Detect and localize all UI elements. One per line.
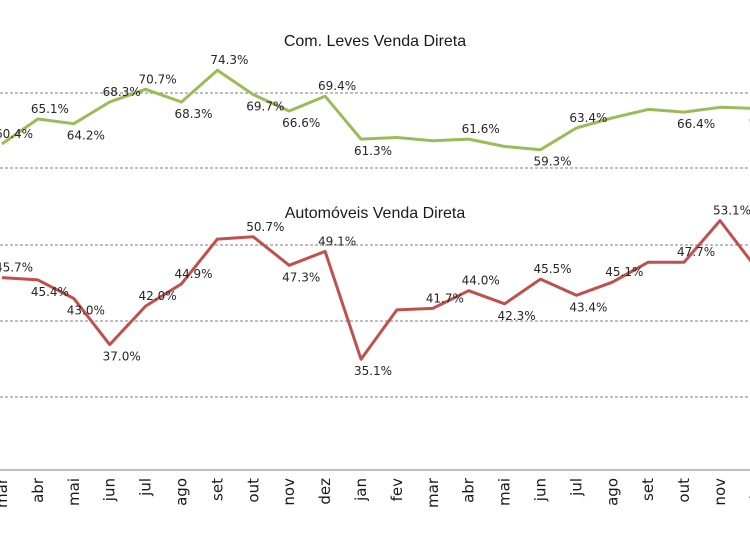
- x-tick-label: ago: [173, 478, 191, 506]
- x-tick-label: nov: [711, 478, 729, 506]
- data-label: 35.1%: [354, 364, 392, 378]
- series-title-automoveis: Automóveis Venda Direta: [285, 205, 466, 222]
- x-tick-label: abr: [29, 477, 47, 503]
- data-label: 41.7%: [426, 291, 464, 305]
- data-label: 42.0%: [139, 289, 177, 303]
- x-tick-label: nov: [280, 478, 298, 506]
- data-label: 65.1%: [31, 102, 69, 116]
- x-tick-label: mai: [65, 478, 83, 506]
- data-label: 53.1%: [713, 204, 750, 218]
- data-label: 44.0%: [462, 274, 500, 288]
- x-tick-label: out: [244, 478, 262, 503]
- data-label: 68.3%: [174, 107, 212, 121]
- x-tick-label: fev: [388, 478, 406, 502]
- data-label: 42.3%: [498, 309, 536, 323]
- series-title-com-leves: Com. Leves Venda Direta: [284, 33, 466, 50]
- x-tick-label: dez: [747, 478, 750, 505]
- data-label: 69.7%: [246, 100, 284, 114]
- data-label: 45.4%: [31, 285, 69, 299]
- data-label: 43.0%: [67, 303, 105, 317]
- x-tick-label: jul: [137, 478, 155, 497]
- data-label: 69.4%: [318, 79, 356, 93]
- data-label: 60.4%: [0, 127, 33, 141]
- data-label: 45.7%: [0, 261, 33, 275]
- series-lines: [1, 68, 750, 361]
- x-tick-label: set: [639, 478, 657, 501]
- x-tick-labels: mar abr mai jun jul ago set out nov dez jan fev mar a…: [0, 477, 750, 508]
- data-label: 43.4%: [569, 300, 607, 314]
- data-label: 64.2%: [67, 129, 105, 143]
- series-line: [1, 68, 750, 152]
- x-tick-label: jun: [532, 478, 550, 502]
- x-tick-label: mar: [424, 477, 442, 508]
- data-label: 44.9%: [174, 267, 212, 281]
- data-label: 47.3%: [282, 270, 320, 284]
- data-label: 66.6%: [282, 116, 320, 130]
- x-tick-label: mar: [0, 477, 11, 508]
- data-label: 66.4%: [677, 117, 715, 131]
- data-label: 49.1%: [318, 234, 356, 248]
- data-label: 37.0%: [103, 350, 141, 364]
- x-tick-label: abr: [460, 477, 478, 503]
- data-label: 61.6%: [462, 122, 500, 136]
- data-label: 68.3%: [103, 85, 141, 99]
- data-label: 50.7%: [246, 220, 284, 234]
- series-line: [1, 219, 750, 361]
- data-label: 47.7%: [677, 245, 715, 259]
- data-label: 74.3%: [210, 53, 248, 67]
- x-tick-label: out: [675, 478, 693, 503]
- data-labels: 60.4%65.1%64.2%68.3%70.7%68.3%74.3%69.7%…: [0, 53, 750, 378]
- data-label: 61.3%: [354, 144, 392, 158]
- data-label: 63.4%: [569, 111, 607, 125]
- x-tick-label: dez: [316, 478, 334, 505]
- data-label: 45.5%: [533, 262, 571, 276]
- data-label: 45.1%: [605, 265, 643, 279]
- data-label: 70.7%: [139, 72, 177, 86]
- gridlines: [0, 92, 750, 398]
- x-tick-label: set: [208, 478, 226, 501]
- x-tick-label: jul: [567, 478, 585, 497]
- x-tick-label: mai: [496, 478, 514, 506]
- data-label: 59.3%: [533, 155, 571, 169]
- x-tick-label: jan: [352, 478, 370, 502]
- x-tick-label: ago: [603, 478, 621, 506]
- data-label: 66.7%: [749, 113, 750, 127]
- x-tick-label: jun: [101, 478, 119, 502]
